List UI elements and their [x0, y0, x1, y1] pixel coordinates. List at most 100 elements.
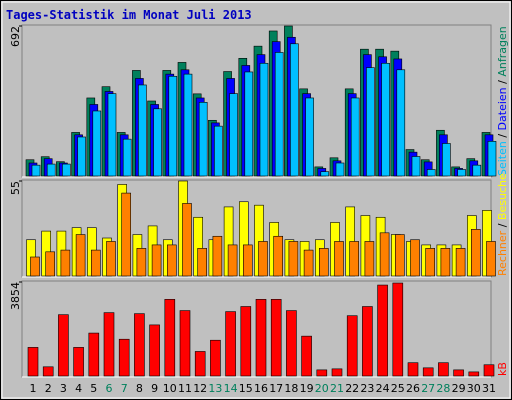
- bar: [422, 367, 434, 377]
- bar: [210, 339, 221, 377]
- bar: [88, 332, 100, 377]
- bar: [468, 371, 480, 377]
- y-tick-label: 692: [9, 26, 22, 47]
- bar: [243, 244, 253, 277]
- bar: [214, 125, 223, 177]
- bar: [362, 306, 373, 377]
- x-tick-label: 18: [284, 382, 298, 395]
- bar: [92, 110, 102, 177]
- x-tick-label: 4: [75, 382, 82, 395]
- bar: [438, 362, 449, 377]
- bar: [198, 102, 208, 177]
- bar: [350, 97, 360, 177]
- x-tick-label: 1: [30, 382, 37, 395]
- x-tick-label: 10: [163, 382, 177, 395]
- x-tick-label: 9: [151, 382, 158, 395]
- bar: [487, 141, 497, 177]
- x-tick-label: 31: [482, 382, 496, 395]
- bar: [149, 324, 160, 377]
- chart-title: Tages-Statistik im Monat Juli 2013: [6, 8, 252, 22]
- bar: [30, 256, 40, 277]
- bar: [305, 97, 314, 177]
- x-tick-label: 28: [436, 382, 450, 395]
- x-tick-label: 11: [178, 382, 192, 395]
- bar: [394, 234, 405, 277]
- bar: [118, 338, 130, 377]
- x-tick-label: 15: [239, 382, 253, 395]
- x-tick-label: 8: [136, 382, 143, 395]
- bar: [212, 235, 223, 277]
- bar: [138, 84, 147, 177]
- legend: Seiten / Dateien / Anfragen: [496, 26, 509, 176]
- x-tick-label: 20: [315, 382, 329, 395]
- bar: [107, 93, 117, 177]
- bar: [316, 369, 328, 377]
- bar: [453, 369, 464, 377]
- bar: [151, 244, 162, 277]
- bar: [425, 248, 436, 277]
- bar: [274, 52, 284, 177]
- x-tick-label: 27: [421, 382, 435, 395]
- bar: [290, 43, 299, 177]
- bar: [197, 248, 207, 277]
- bar: [91, 249, 101, 277]
- x-tick-label: 7: [121, 382, 128, 395]
- bar: [483, 364, 495, 377]
- legend-entry: Besuche: [496, 173, 509, 220]
- bar: [426, 169, 436, 177]
- bar: [377, 284, 388, 377]
- x-tick-label: 2: [45, 382, 52, 395]
- legend-separator: /: [496, 130, 509, 141]
- bar: [270, 299, 282, 377]
- x-tick-label: 17: [269, 382, 283, 395]
- bar: [255, 299, 267, 377]
- legend-entry: Dateien: [496, 87, 509, 130]
- legend-entry: Anfragen: [496, 26, 509, 76]
- bar: [73, 347, 84, 377]
- bar: [183, 73, 193, 177]
- bar: [440, 248, 451, 277]
- bar: [470, 229, 481, 277]
- x-tick-label: 26: [406, 382, 420, 395]
- bar: [335, 162, 345, 177]
- y-tick-label: 55: [9, 181, 22, 195]
- bar: [77, 136, 86, 177]
- bar: [407, 362, 419, 377]
- bar: [240, 306, 252, 377]
- y-tick-label: 3854: [9, 282, 22, 310]
- x-tick-label: 30: [467, 382, 481, 395]
- bar: [31, 164, 41, 177]
- legend-entry: Seiten: [496, 141, 509, 176]
- bar: [346, 315, 358, 377]
- bar: [259, 62, 269, 177]
- bar: [334, 241, 344, 277]
- bar: [273, 235, 284, 277]
- bar: [303, 249, 314, 277]
- bar: [455, 248, 466, 277]
- bar: [182, 203, 192, 277]
- x-tick-label: 16: [254, 382, 268, 395]
- bar: [121, 192, 131, 277]
- bar: [106, 241, 116, 277]
- bar: [244, 71, 254, 177]
- bar: [164, 299, 176, 377]
- bar: [134, 313, 145, 377]
- bar: [227, 244, 238, 277]
- bar: [60, 249, 71, 277]
- bar: [286, 310, 297, 377]
- bar: [457, 169, 466, 177]
- bar: [62, 163, 71, 177]
- bar: [42, 366, 54, 377]
- bar: [168, 75, 178, 177]
- bar: [331, 368, 343, 377]
- bar: [153, 108, 162, 177]
- bar: [75, 234, 86, 277]
- bar: [364, 241, 375, 277]
- legend-entry: kB: [496, 362, 509, 376]
- x-tick-label: 19: [300, 382, 314, 395]
- bar: [229, 93, 238, 177]
- bar: [396, 69, 406, 177]
- bar: [103, 312, 115, 377]
